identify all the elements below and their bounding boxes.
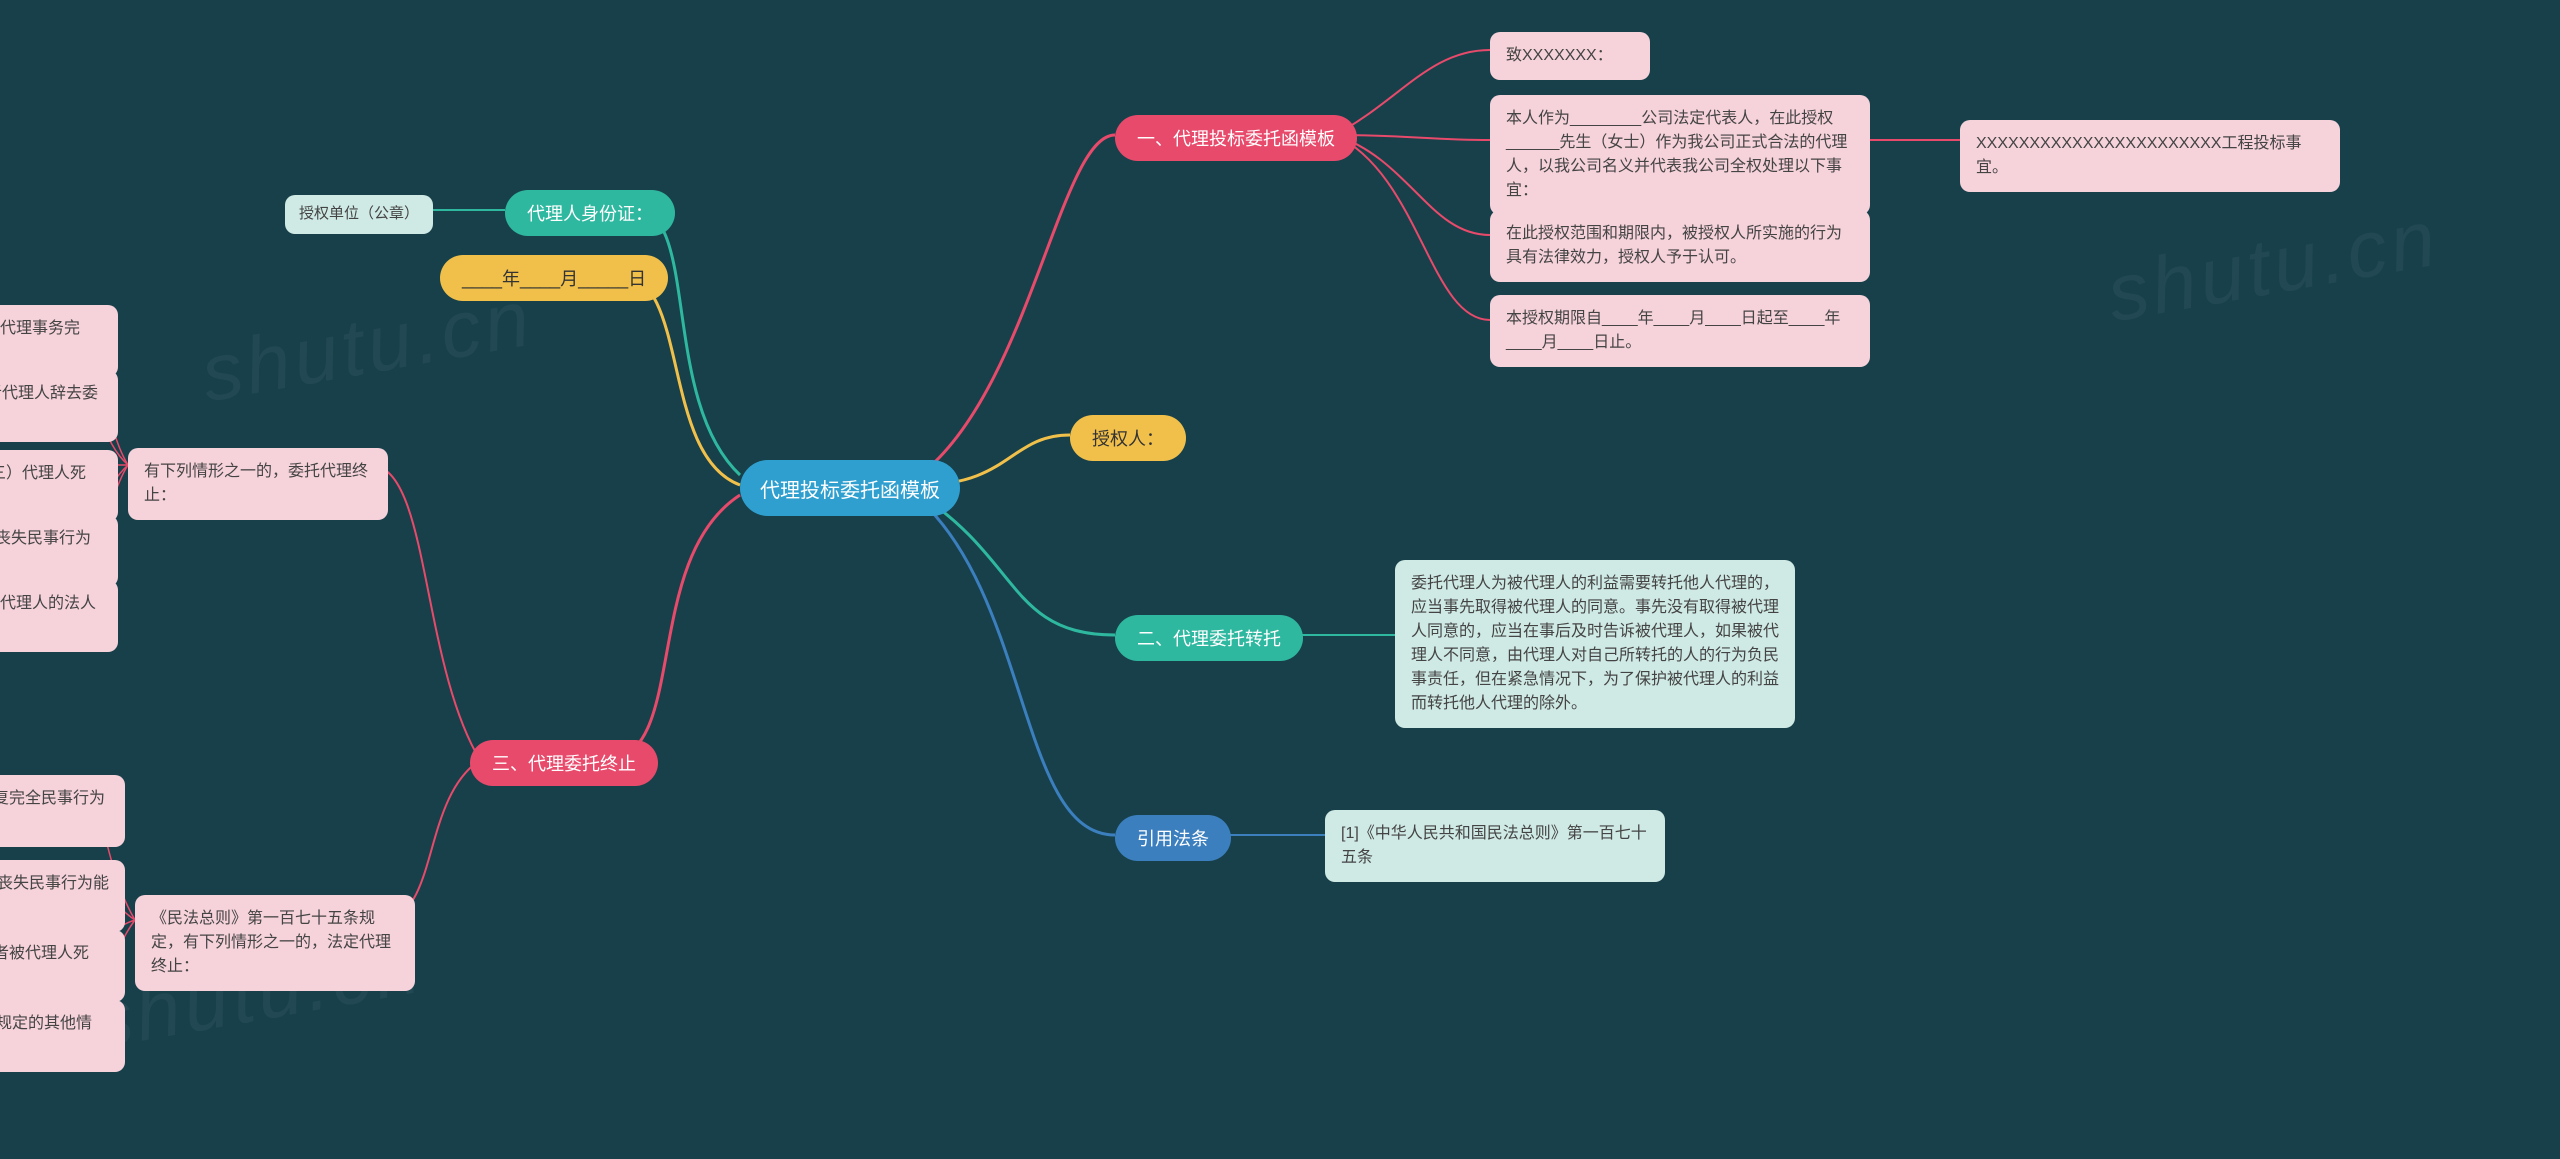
- b7-g1-item-5: （五）作为被代理人或者代理人的法人终止。: [0, 580, 118, 652]
- branch-4[interactable]: 引用法条: [1115, 815, 1231, 861]
- b1-leaf-3: 在此授权范围和期限内，被授权人所实施的行为具有法律效力，授权人予于认可。: [1490, 210, 1870, 282]
- branch-2[interactable]: 授权人：: [1070, 415, 1186, 461]
- center-node[interactable]: 代理投标委托函模板: [740, 460, 960, 516]
- b7-g2-item-3: （三）代理人或者被代理人死亡；: [0, 930, 125, 1002]
- branch-1[interactable]: 一、代理投标委托函模板: [1115, 115, 1357, 161]
- b7-g2-item-1: （一）被代理人取得或者恢复完全民事行为能力；: [0, 775, 125, 847]
- b1-leaf-2-child: XXXXXXXXXXXXXXXXXXXXXXX工程投标事宜。: [1960, 120, 2340, 192]
- b7-g1: 有下列情形之一的，委托代理终止：: [128, 448, 388, 520]
- b7-g2-item-2: （二）代理人丧失民事行为能力；: [0, 860, 125, 932]
- b4-leaf: [1]《中华人民共和国民法总则》第一百七十五条: [1325, 810, 1665, 882]
- b7-g2: 《民法总则》第一百七十五条规定，有下列情形之一的，法定代理终止：: [135, 895, 415, 991]
- branch-5[interactable]: 代理人身份证：: [505, 190, 675, 236]
- b3-leaf: 委托代理人为被代理人的利益需要转托他人代理的，应当事先取得被代理人的同意。事先没…: [1395, 560, 1795, 728]
- b1-leaf-2: 本人作为________公司法定代表人，在此授权______先生（女士）作为我公…: [1490, 95, 1870, 215]
- b7-g2-item-4: （四）法律规定的其他情形。: [0, 1000, 125, 1072]
- b5-leaf: 授权单位（公章）: [285, 195, 433, 234]
- b7-g1-item-2: （二）被代理人取消委托或者代理人辞去委托；: [0, 370, 118, 442]
- b7-g1-item-4: （四）代理人丧失民事行为能力；: [0, 515, 118, 587]
- branch-3[interactable]: 二、代理委托转托: [1115, 615, 1303, 661]
- branch-6[interactable]: ____年____月_____日: [440, 255, 668, 301]
- b7-g1-item-3: （三）代理人死亡；: [0, 450, 118, 522]
- b1-leaf-1: 致XXXXXXX：: [1490, 32, 1650, 80]
- branch-7[interactable]: 三、代理委托终止: [470, 740, 658, 786]
- watermark: shutu.cn: [2100, 192, 2445, 341]
- b1-leaf-4: 本授权期限自____年____月____日起至____年____月____日止。: [1490, 295, 1870, 367]
- b7-g1-item-1: （一）代理期间届满或者代理事务完成；: [0, 305, 118, 377]
